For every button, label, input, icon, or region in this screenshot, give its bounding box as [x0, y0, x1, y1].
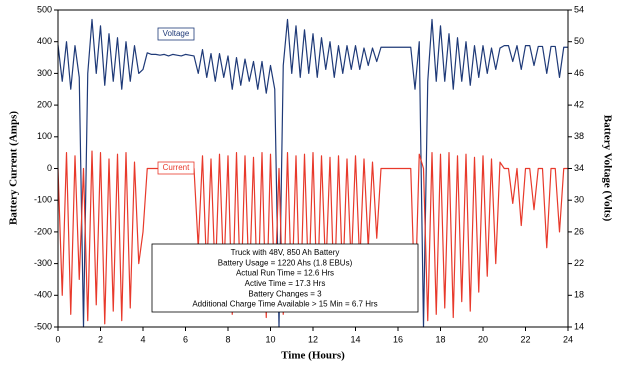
x-tick-label: 2 [98, 334, 103, 344]
y-tick-label: 0 [47, 163, 52, 173]
y-tick-label: 500 [37, 4, 52, 14]
y2-tick-label: 30 [574, 195, 584, 205]
legend-box [157, 161, 195, 175]
y2-tick-label: 22 [574, 258, 584, 268]
x-tick-label: 0 [55, 334, 60, 344]
y-tick-label: -300 [34, 258, 52, 268]
x-tick-label: 6 [183, 334, 188, 344]
annotation-line: Active Time = 17.3 Hrs [245, 279, 326, 288]
y2-tick-label: 46 [574, 68, 584, 78]
x-tick-label: 10 [265, 334, 275, 344]
y2-tick-label: 14 [574, 321, 584, 331]
y2-axis-label: Battery Voltage (Volts) [601, 115, 613, 222]
x-axis-label: Time (Hours) [281, 350, 345, 362]
x-tick-label: 22 [520, 334, 530, 344]
y-tick-label: 200 [37, 99, 52, 109]
x-tick-label: 14 [350, 334, 360, 344]
y-tick-label: -500 [34, 321, 52, 331]
y-tick-label: 100 [37, 131, 52, 141]
y-tick-label: 400 [37, 36, 52, 46]
annotation-line: Truck with 48V, 850 Ah Battery [231, 248, 340, 257]
annotation-line: Battery Usage = 1220 Ahs (1.8 EBUs) [218, 258, 353, 267]
y2-tick-label: 26 [574, 226, 584, 236]
y-tick-label: -200 [34, 226, 52, 236]
y2-tick-label: 38 [574, 131, 584, 141]
y2-tick-label: 50 [574, 36, 584, 46]
legend-label: Voltage [163, 29, 190, 38]
y-tick-label: -100 [34, 195, 52, 205]
annotation-line: Battery Changes = 3 [248, 289, 322, 298]
annotation-line: Actual Run Time = 12.6 Hrs [236, 269, 334, 278]
x-tick-label: 20 [478, 334, 488, 344]
y2-tick-label: 54 [574, 4, 584, 14]
series-line [57, 150, 568, 325]
y2-tick-label: 18 [574, 290, 584, 300]
x-tick-label: 24 [563, 334, 573, 344]
annotation-line: Additional Charge Time Available > 15 Mi… [192, 300, 377, 309]
plot-frame [57, 9, 569, 328]
x-tick-label: 12 [308, 334, 318, 344]
x-tick-label: 8 [225, 334, 230, 344]
x-tick-label: 16 [393, 334, 403, 344]
series-line [57, 18, 568, 328]
y-axis-label: Battery Current (Amps) [8, 111, 20, 225]
y2-tick-label: 34 [574, 163, 584, 173]
annotation-box [151, 243, 419, 313]
legend-box [157, 27, 195, 41]
y2-tick-label: 42 [574, 99, 584, 109]
legend-label: Current [163, 163, 190, 172]
y-tick-label: 300 [37, 68, 52, 78]
x-tick-label: 4 [140, 334, 145, 344]
x-tick-label: 18 [435, 334, 445, 344]
y-tick-label: -400 [34, 290, 52, 300]
